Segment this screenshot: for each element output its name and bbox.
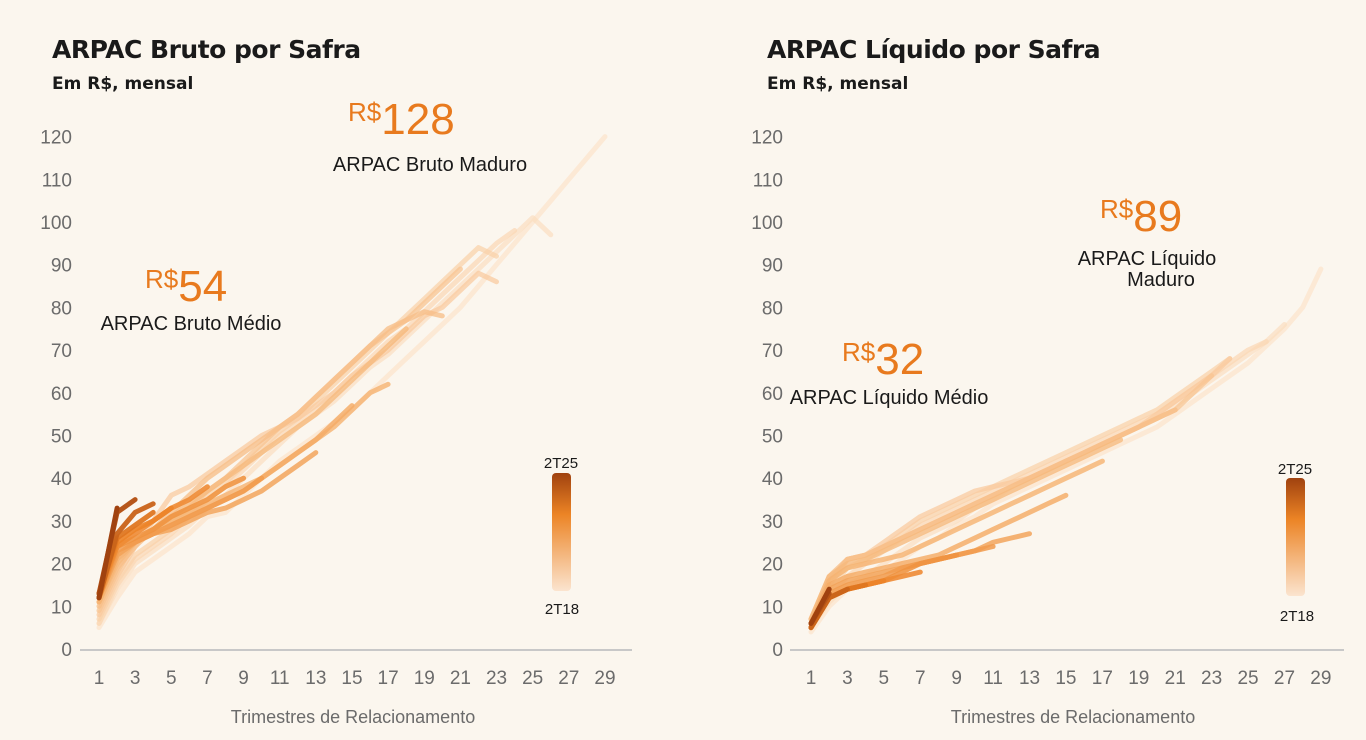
series-line bbox=[808, 544, 996, 631]
x-axis-ticks: 1 3 5 7 9 11 13 15 17 19 21 23 25 27 29 bbox=[94, 668, 616, 689]
x-tick-label: 3 bbox=[130, 668, 141, 689]
x-tick-label: 13 bbox=[1019, 668, 1040, 689]
x-tick-label: 7 bbox=[202, 668, 213, 689]
y-tick-label: 70 bbox=[762, 341, 783, 362]
series-line bbox=[96, 475, 265, 601]
series-group bbox=[96, 134, 608, 631]
annotation-label-mature: ARPAC Bruto Maduro bbox=[333, 154, 527, 176]
series-line bbox=[96, 501, 156, 601]
y-tick-label: 110 bbox=[753, 170, 783, 191]
x-tick-label: 5 bbox=[879, 668, 890, 689]
legend-bottom-label: 2T18 bbox=[1280, 608, 1314, 625]
legend-gradient-bar bbox=[1286, 478, 1305, 596]
annotation-label-average: ARPAC Líquido Médio bbox=[790, 387, 989, 409]
y-tick-label: 50 bbox=[762, 427, 783, 448]
x-tick-label: 19 bbox=[1128, 668, 1149, 689]
y-tick-label: 120 bbox=[751, 128, 783, 149]
y-tick-label: 20 bbox=[762, 555, 783, 576]
x-axis-label: Trimestres de Relacionamento bbox=[951, 707, 1195, 727]
series-line bbox=[96, 326, 409, 605]
legend-bottom-label: 2T18 bbox=[545, 601, 579, 618]
y-tick-label: 100 bbox=[751, 213, 783, 234]
y-tick-label: 80 bbox=[762, 298, 783, 319]
y-tick-label: 20 bbox=[51, 555, 72, 576]
series-line bbox=[96, 228, 518, 626]
annotation-value-average: R$54 bbox=[145, 262, 227, 311]
y-tick-label: 0 bbox=[772, 640, 783, 661]
y-tick-label: 30 bbox=[51, 512, 72, 533]
y-tick-label: 10 bbox=[762, 597, 783, 618]
x-tick-label: 11 bbox=[270, 668, 290, 689]
arpac-bruto-chart: ARPAC Bruto por Safra Em R$, mensal 0 10 2… bbox=[40, 35, 632, 727]
y-tick-label: 40 bbox=[51, 469, 72, 490]
y-tick-label: 70 bbox=[51, 341, 72, 362]
y-tick-label: 0 bbox=[61, 640, 72, 661]
x-tick-label: 9 bbox=[951, 668, 962, 689]
annotation-label-mature-line2: Maduro bbox=[1127, 269, 1195, 291]
x-tick-label: 25 bbox=[1237, 668, 1258, 689]
y-tick-label: 110 bbox=[42, 170, 72, 191]
y-tick-label: 50 bbox=[51, 427, 72, 448]
x-tick-label: 25 bbox=[522, 668, 543, 689]
x-tick-label: 3 bbox=[842, 668, 853, 689]
x-tick-label: 17 bbox=[1092, 668, 1113, 689]
series-line bbox=[808, 407, 1178, 622]
chart-subtitle: Em R$, mensal bbox=[52, 74, 193, 94]
arpac-liquido-chart: ARPAC Líquido por Safra Em R$, mensal 0 1… bbox=[751, 35, 1344, 727]
y-tick-label: 90 bbox=[762, 256, 783, 277]
series-line bbox=[808, 492, 1069, 626]
x-tick-label: 27 bbox=[558, 668, 579, 689]
series-line bbox=[808, 437, 1124, 622]
x-tick-label: 15 bbox=[341, 668, 362, 689]
x-tick-label: 23 bbox=[1201, 668, 1222, 689]
annotation-value-mature: R$128 bbox=[348, 95, 455, 144]
x-tick-label: 29 bbox=[1310, 668, 1331, 689]
x-tick-label: 15 bbox=[1055, 668, 1076, 689]
annotation-value-mature: R$89 bbox=[1100, 192, 1182, 241]
x-tick-label: 27 bbox=[1274, 668, 1295, 689]
x-tick-label: 29 bbox=[594, 668, 615, 689]
x-tick-label: 7 bbox=[915, 668, 926, 689]
y-tick-label: 40 bbox=[762, 469, 783, 490]
series-group bbox=[808, 266, 1324, 635]
series-line bbox=[96, 505, 120, 601]
y-tick-label: 120 bbox=[40, 128, 72, 149]
x-tick-label: 17 bbox=[378, 668, 399, 689]
annotation-value-average: R$32 bbox=[842, 335, 924, 384]
series-line bbox=[96, 245, 499, 622]
chart-subtitle: Em R$, mensal bbox=[767, 74, 908, 94]
x-tick-label: 21 bbox=[1165, 668, 1186, 689]
annotation-label-mature-line1: ARPAC Líquido bbox=[1078, 248, 1217, 270]
x-tick-label: 19 bbox=[414, 668, 435, 689]
legend-top-label: 2T25 bbox=[544, 455, 578, 472]
y-axis-ticks: 0 10 20 30 40 50 60 70 80 90 100 110 120 bbox=[40, 128, 72, 661]
chart-title: ARPAC Bruto por Safra bbox=[52, 35, 361, 64]
annotation-label-average: ARPAC Bruto Médio bbox=[101, 313, 282, 335]
y-axis-ticks: 0 10 20 30 40 50 60 70 80 90 100 110 120 bbox=[751, 128, 783, 661]
legend-top-label: 2T25 bbox=[1278, 461, 1312, 478]
x-tick-label: 23 bbox=[486, 668, 507, 689]
y-tick-label: 90 bbox=[51, 256, 72, 277]
y-tick-label: 30 bbox=[762, 512, 783, 533]
y-tick-label: 60 bbox=[762, 384, 783, 405]
x-tick-label: 11 bbox=[983, 668, 1003, 689]
x-tick-label: 13 bbox=[305, 668, 326, 689]
y-tick-label: 100 bbox=[40, 213, 72, 234]
legend-gradient-bar bbox=[552, 473, 571, 591]
x-axis-label: Trimestres de Relacionamento bbox=[231, 707, 475, 727]
x-axis-ticks: 1 3 5 7 9 11 13 15 17 19 21 23 25 27 29 bbox=[806, 668, 1332, 689]
y-tick-label: 80 bbox=[51, 298, 72, 319]
y-tick-label: 60 bbox=[51, 384, 72, 405]
x-tick-label: 9 bbox=[238, 668, 249, 689]
chart-title: ARPAC Líquido por Safra bbox=[767, 35, 1100, 64]
x-tick-label: 1 bbox=[806, 668, 817, 689]
x-tick-label: 1 bbox=[94, 668, 105, 689]
y-tick-label: 10 bbox=[51, 597, 72, 618]
x-tick-label: 5 bbox=[166, 668, 177, 689]
series-line bbox=[808, 458, 1105, 626]
x-tick-label: 21 bbox=[450, 668, 471, 689]
series-line bbox=[808, 586, 832, 626]
